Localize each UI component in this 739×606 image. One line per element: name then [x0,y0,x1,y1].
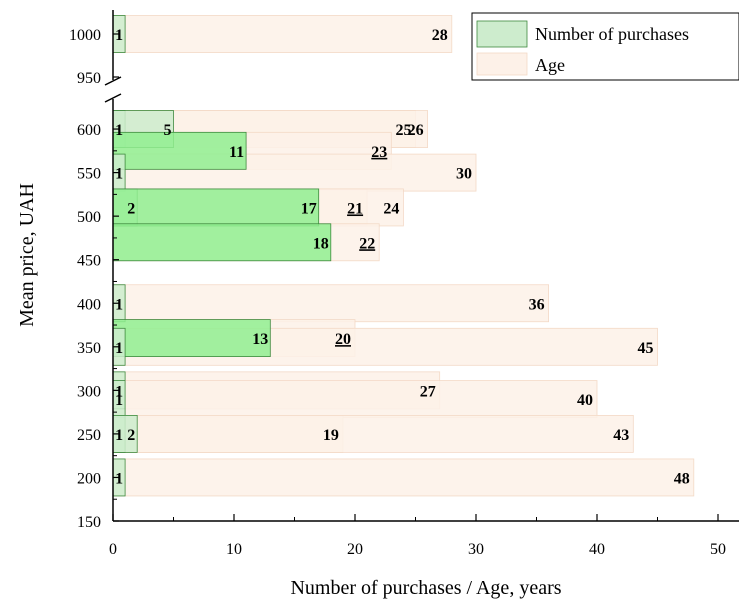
purchase-value-label: 1 [115,470,123,487]
age-value-label: 27 [420,383,436,400]
purchase-value-label: 5 [164,122,172,139]
x-tick-label: 50 [710,541,726,558]
age-value-label: 25 [396,122,412,139]
y-tick-label: 250 [77,427,101,444]
purchase-value-label: 1 [115,340,123,357]
x-axis-title: Number of purchases / Age, years [290,577,561,599]
y-tick-label: 150 [77,514,101,531]
age-value-label: 26 [408,122,424,139]
purchase-value-label: 1 [115,166,123,183]
y-tick-label: 550 [77,166,101,183]
age-value-label: 48 [674,470,690,487]
age-bar [112,284,550,323]
purchase-value-label: 1 [115,427,123,444]
age-value-label: 30 [456,166,472,183]
purchase-bar [112,319,271,357]
x-tick-label: 30 [468,541,484,558]
legend-label-age: Age [535,55,565,75]
age-value-label: 45 [638,340,654,357]
y-tick-label: 500 [77,209,101,226]
y-tick-label: 350 [77,340,101,357]
purchase-value-label: 13 [252,331,268,348]
age-value-label: 24 [383,200,399,217]
age-bar [112,458,695,497]
age-bar [112,15,453,53]
legend-label-purchases: Number of purchases [535,24,689,44]
purchase-value-label: 1 [115,383,123,400]
purchase-value-label: 1 [115,27,123,44]
y-tick-label: 1000 [69,27,101,44]
purchase-value-label: 18 [313,235,329,252]
y-tick-label: 600 [77,122,101,139]
x-tick-label: 20 [347,541,363,558]
age-bar [112,380,598,418]
purchase-value-label: 1 [115,392,123,409]
axes [104,10,739,522]
y-tick-label: 450 [77,253,101,270]
age-value-label: 21 [347,200,363,217]
x-tick-label: 10 [226,541,242,558]
x-tick-label: 40 [589,541,605,558]
purchase-value-label: 11 [229,144,244,161]
legend-swatch-purchases [476,20,528,48]
purchase-value-label: 17 [301,200,317,217]
y-tick-label: 400 [77,296,101,313]
y-axis-title: Mean price, UAH [16,183,38,327]
age-value-label: 28 [432,27,448,44]
axis-break [104,76,122,103]
age-value-label: 43 [613,427,629,444]
age-value-label: 36 [529,296,545,313]
purchase-value-label: 2 [127,200,135,217]
age-bar [112,414,634,453]
purchase-value-label: 1 [115,296,123,313]
x-tick-label: 0 [109,541,117,558]
y-tick-label: 200 [77,470,101,487]
y-tick-label: 300 [77,383,101,400]
purchase-value-label: 2 [127,427,135,444]
purchase-bar [112,223,332,262]
purchase-bars [112,15,332,497]
legend: Number of purchases Age [471,12,739,81]
age-value-label: 40 [577,392,593,409]
age-value-label: 22 [359,235,375,252]
age-value-label: 20 [335,331,351,348]
legend-swatch-age [476,52,528,76]
y-tick-label: 950 [77,70,101,87]
purchase-bar [112,131,247,170]
age-value-label: 23 [371,144,387,161]
age-value-label: 19 [323,427,339,444]
purchase-bar [112,188,320,227]
purchase-value-label: 1 [115,122,123,139]
